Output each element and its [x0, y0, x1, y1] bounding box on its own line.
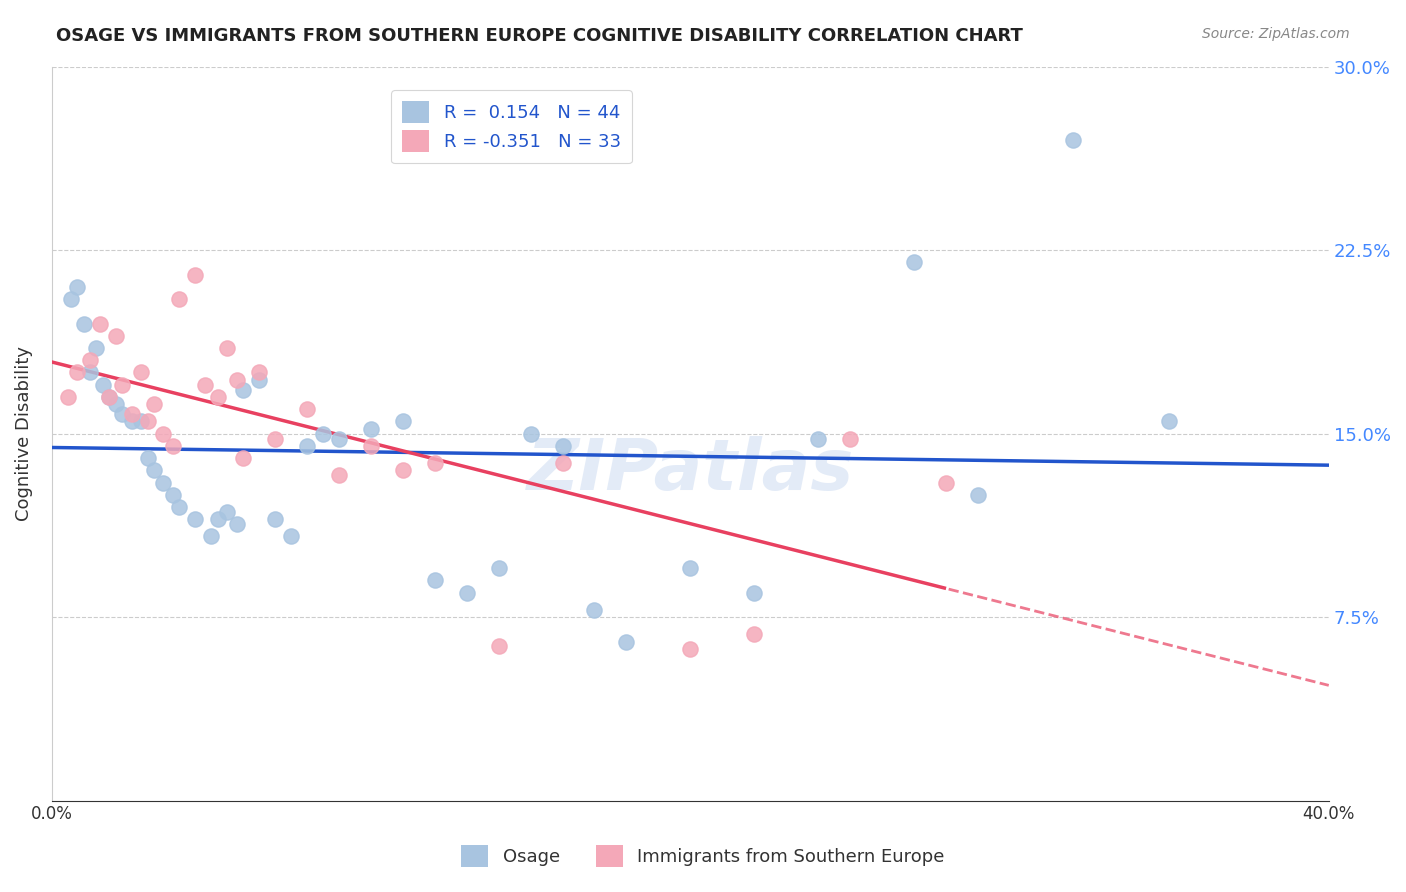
Point	[295, 439, 318, 453]
Legend: R =  0.154   N = 44, R = -0.351   N = 33: R = 0.154 N = 44, R = -0.351 N = 33	[391, 90, 631, 163]
Point	[312, 426, 335, 441]
Point	[79, 366, 101, 380]
Point	[207, 390, 229, 404]
Point	[583, 603, 606, 617]
Point	[79, 353, 101, 368]
Point	[56, 390, 79, 404]
Point	[264, 512, 287, 526]
Point	[679, 561, 702, 575]
Point	[295, 402, 318, 417]
Point	[360, 439, 382, 453]
Point	[838, 432, 860, 446]
Point	[328, 468, 350, 483]
Point	[456, 585, 478, 599]
Point	[111, 407, 134, 421]
Point	[280, 529, 302, 543]
Point	[104, 397, 127, 411]
Point	[217, 341, 239, 355]
Text: Source: ZipAtlas.com: Source: ZipAtlas.com	[1202, 27, 1350, 41]
Point	[742, 627, 765, 641]
Point	[86, 341, 108, 355]
Point	[194, 377, 217, 392]
Point	[742, 585, 765, 599]
Point	[616, 634, 638, 648]
Point	[935, 475, 957, 490]
Point	[226, 517, 249, 532]
Point	[226, 373, 249, 387]
Point	[152, 475, 174, 490]
Point	[73, 317, 96, 331]
Point	[184, 512, 207, 526]
Point	[903, 255, 925, 269]
Point	[360, 422, 382, 436]
Point	[91, 377, 114, 392]
Point	[488, 640, 510, 654]
Point	[121, 414, 143, 428]
Point	[1159, 414, 1181, 428]
Point	[129, 414, 152, 428]
Point	[89, 317, 111, 331]
Point	[59, 292, 82, 306]
Point	[152, 426, 174, 441]
Point	[136, 451, 159, 466]
Point	[162, 488, 184, 502]
Point	[807, 432, 830, 446]
Y-axis label: Cognitive Disability: Cognitive Disability	[15, 346, 32, 521]
Point	[679, 641, 702, 656]
Point	[184, 268, 207, 282]
Point	[264, 432, 287, 446]
Point	[136, 414, 159, 428]
Point	[66, 366, 89, 380]
Legend: Osage, Immigrants from Southern Europe: Osage, Immigrants from Southern Europe	[454, 838, 952, 874]
Point	[423, 456, 446, 470]
Point	[200, 529, 222, 543]
Point	[142, 463, 165, 477]
Point	[142, 397, 165, 411]
Point	[423, 574, 446, 588]
Point	[98, 390, 121, 404]
Point	[111, 377, 134, 392]
Point	[98, 390, 121, 404]
Point	[247, 373, 270, 387]
Text: OSAGE VS IMMIGRANTS FROM SOUTHERN EUROPE COGNITIVE DISABILITY CORRELATION CHART: OSAGE VS IMMIGRANTS FROM SOUTHERN EUROPE…	[56, 27, 1024, 45]
Point	[551, 439, 574, 453]
Point	[328, 432, 350, 446]
Point	[169, 292, 191, 306]
Point	[129, 366, 152, 380]
Point	[121, 407, 143, 421]
Point	[966, 488, 988, 502]
Point	[169, 500, 191, 514]
Point	[232, 451, 254, 466]
Point	[217, 505, 239, 519]
Point	[488, 561, 510, 575]
Point	[66, 280, 89, 294]
Point	[232, 383, 254, 397]
Point	[392, 463, 415, 477]
Point	[551, 456, 574, 470]
Point	[207, 512, 229, 526]
Text: ZIPatlas: ZIPatlas	[527, 436, 853, 505]
Point	[247, 366, 270, 380]
Point	[162, 439, 184, 453]
Point	[104, 328, 127, 343]
Point	[392, 414, 415, 428]
Point	[1062, 133, 1084, 147]
Point	[519, 426, 541, 441]
